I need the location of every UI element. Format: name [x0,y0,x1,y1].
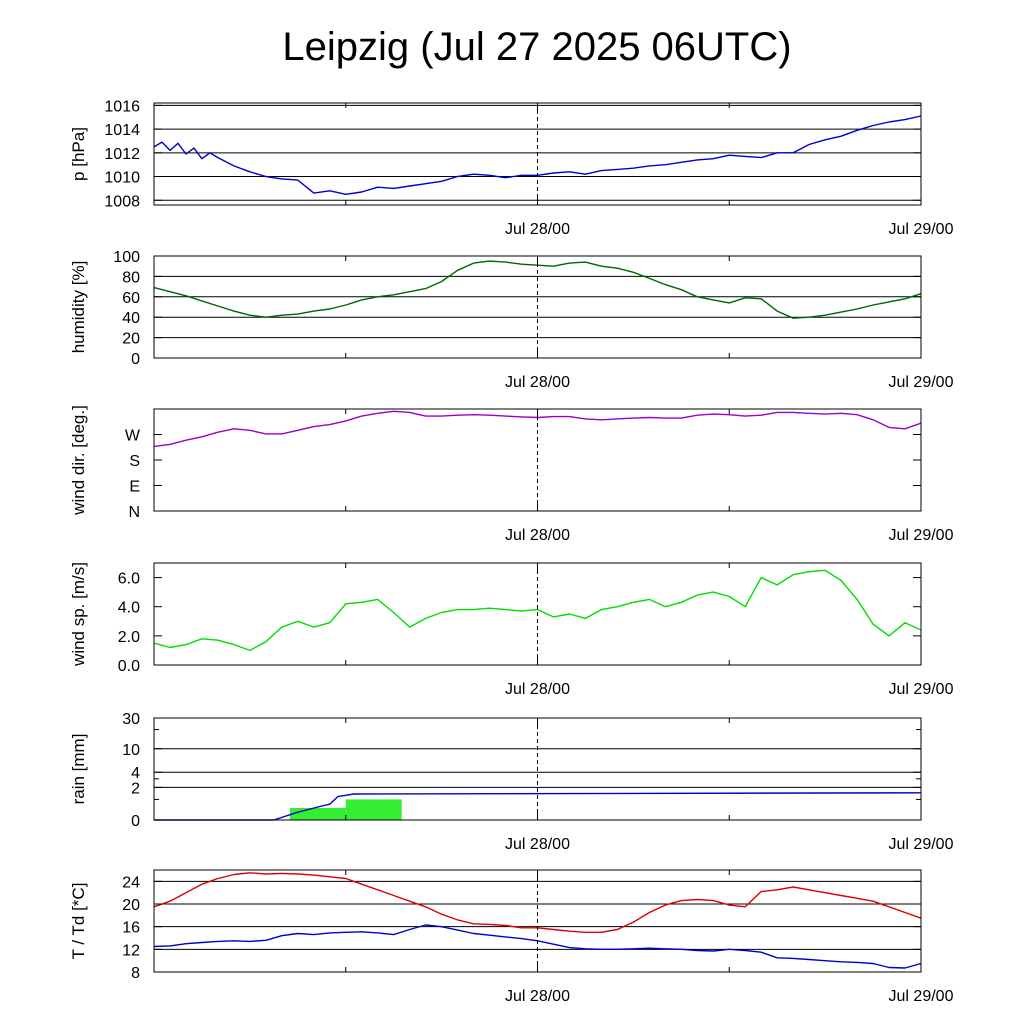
wind-speed-y-tick-label: 0.0 [118,658,140,675]
humidity-y-tick-label: 60 [122,290,140,307]
rain-y-tick-label: 30 [122,711,140,728]
rain-y-tick-label: 10 [122,742,140,759]
pressure-x-tick-label: Jul 28/00 [505,221,570,238]
temperature-y-tick-label: 12 [122,942,140,959]
wind-direction-x-tick-label: Jul 28/00 [505,527,570,544]
wind-speed-y-tick-label: 6.0 [118,571,140,588]
humidity-x-tick-label: Jul 29/00 [889,374,954,391]
temperature-y-tick-label: 8 [131,965,140,982]
humidity-y-tick-label: 100 [113,249,140,266]
temperature-y-tick-label: 24 [122,874,140,891]
humidity-y-axis-label: humidity [%] [69,261,88,354]
temperature-y-axis-label: T / Td [*C] [69,883,88,960]
humidity-y-tick-label: 40 [122,310,140,327]
wind-speed-y-axis-label: wind sp. [m/s] [69,562,88,667]
wind-speed-series-line [153,569,922,652]
temperature-x-tick-label: Jul 29/00 [889,988,954,1005]
wind-direction-y-tick-label: S [129,453,140,470]
humidity-y-tick-label: 0 [131,351,140,368]
temperature-y-tick-label: 20 [122,897,140,914]
rain-y-tick-label: 2 [131,780,140,797]
wind-direction-y-tick-label: W [125,428,141,445]
rain-bar [289,807,346,820]
pressure-y-axis-label: p [hPa] [69,127,88,181]
wind-speed-x-tick-label: Jul 28/00 [505,681,570,698]
rain-y-axis-label: rain [mm] [69,734,88,805]
pressure-y-tick-label: 1010 [104,170,140,187]
wind-speed-y-tick-label: 4.0 [118,600,140,617]
rain-series-line-accumulated [154,792,922,821]
pressure-y-tick-label: 1008 [104,193,140,210]
rain-y-tick-label: 4 [131,765,140,782]
wind-direction-y-axis-label: wind dir. [deg.] [69,405,88,516]
humidity-y-tick-label: 20 [122,331,140,348]
wind-direction-y-tick-label: E [129,479,140,496]
pressure-y-tick-label: 1014 [104,122,140,139]
pressure-x-tick-label: Jul 29/00 [889,221,954,238]
temperature-y-tick-label: 16 [122,920,140,937]
humidity-series-line [153,260,922,319]
wind-speed-y-tick-label: 2.0 [118,629,140,646]
rain-bar [345,799,402,820]
rain-x-tick-label: Jul 29/00 [889,836,954,853]
rain-x-tick-label: Jul 28/00 [505,836,570,853]
wind-direction-y-tick-label: N [128,504,140,521]
pressure-y-tick-label: 1016 [104,98,140,115]
wind-speed-x-tick-label: Jul 29/00 [889,681,954,698]
humidity-x-tick-label: Jul 28/00 [505,374,570,391]
pressure-series-line [153,115,922,196]
wind-direction-x-tick-label: Jul 29/00 [889,527,954,544]
humidity-y-tick-label: 80 [122,269,140,286]
chart-title: Leipzig (Jul 27 2025 06UTC) [282,25,791,69]
rain-y-tick-label: 0 [131,813,140,830]
pressure-y-tick-label: 1012 [104,146,140,163]
temperature-x-tick-label: Jul 28/00 [505,988,570,1005]
